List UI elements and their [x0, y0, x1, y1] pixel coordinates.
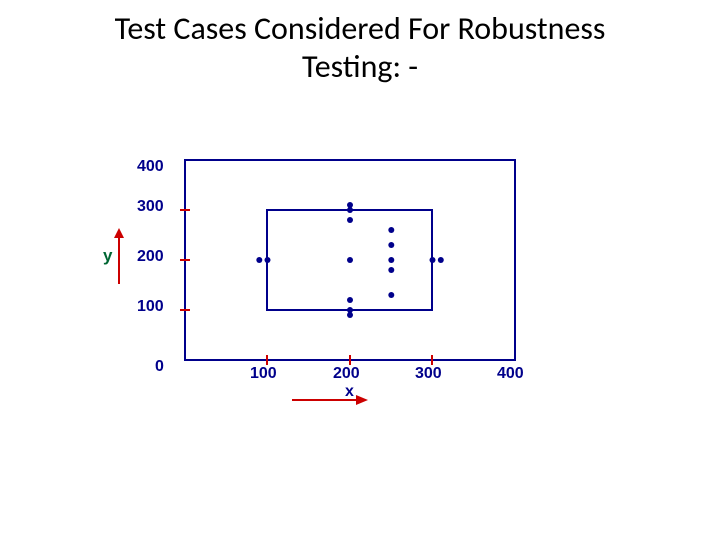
- plot-svg: [95, 140, 555, 400]
- data-point: [388, 257, 394, 263]
- data-point: [265, 257, 271, 263]
- title-line2: Testing: -: [302, 47, 418, 86]
- data-point: [438, 257, 444, 263]
- data-point: [388, 227, 394, 233]
- xtick-200: 200: [333, 365, 360, 383]
- data-point: [347, 217, 353, 223]
- data-point: [347, 297, 353, 303]
- page-title: Test Cases Considered For Robustness Tes…: [0, 0, 720, 87]
- data-point: [388, 292, 394, 298]
- x-arrow-icon: [290, 392, 370, 412]
- xtick-100: 100: [250, 365, 277, 383]
- data-point: [256, 257, 262, 263]
- xtick-400: 400: [497, 365, 524, 383]
- data-point: [388, 267, 394, 273]
- data-point: [347, 257, 353, 263]
- data-point: [347, 307, 353, 313]
- data-point: [430, 257, 436, 263]
- data-point: [347, 202, 353, 208]
- title-line1: Test Cases Considered For Robustness: [115, 9, 606, 48]
- xtick-300: 300: [415, 365, 442, 383]
- robustness-chart: 400 300 200 100 0 y 100 200 300 400 x: [95, 140, 625, 440]
- data-points: [256, 202, 444, 318]
- data-point: [388, 242, 394, 248]
